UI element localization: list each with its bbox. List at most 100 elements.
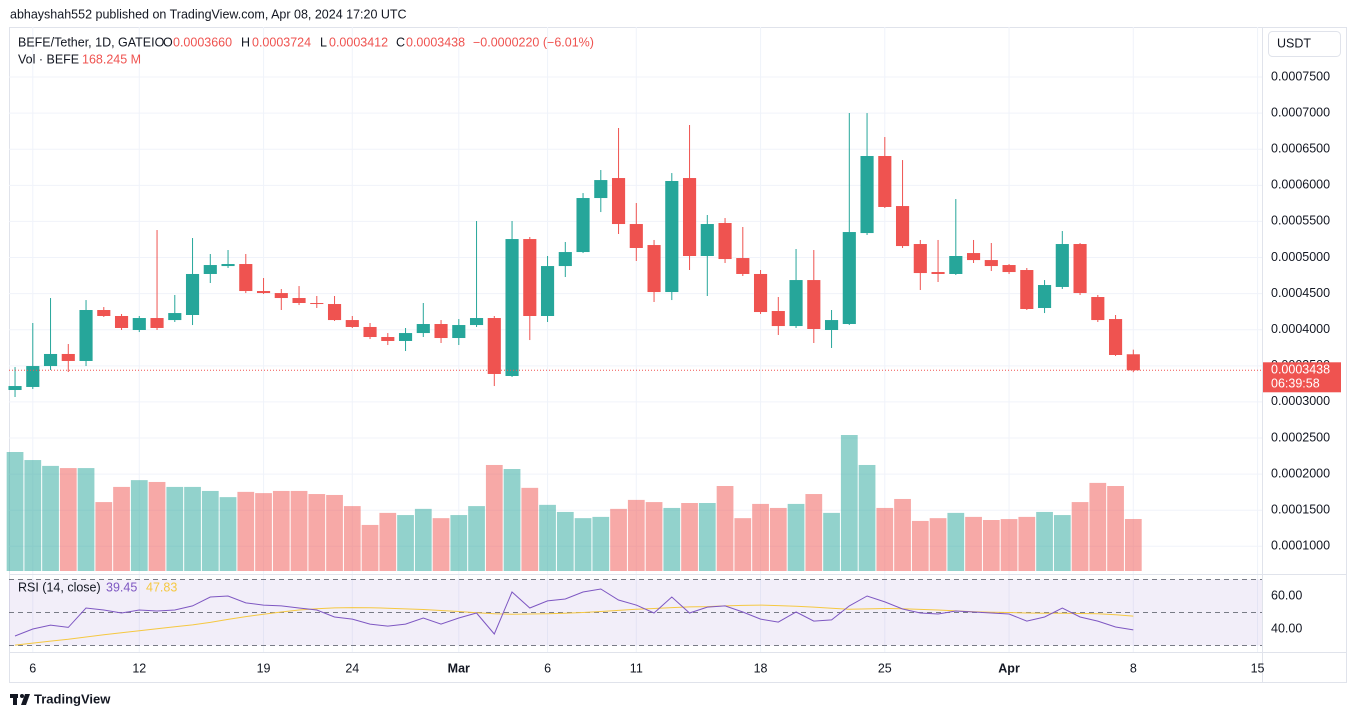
x-tick-label: 19 (257, 661, 271, 675)
candle-body (984, 260, 998, 267)
volume-bar (787, 503, 805, 571)
volume-bar (272, 490, 290, 571)
volume-bar (1071, 502, 1089, 571)
y-tick-label: 0.0004000 (1271, 322, 1330, 336)
volume-bar (911, 520, 929, 571)
volume-bar (1000, 519, 1018, 571)
volume-bar (219, 497, 237, 571)
volume-bar (840, 435, 858, 571)
currency-button[interactable] (1268, 31, 1341, 57)
y-tick-label: 0.0001500 (1271, 503, 1330, 517)
candle-body (203, 265, 217, 274)
close-value: 0.0003438 (406, 35, 465, 49)
volume-bar (184, 486, 201, 571)
candle-body (576, 198, 590, 253)
high-value: 0.0003724 (252, 35, 311, 49)
volume-bar (148, 481, 166, 571)
volume-bar (556, 511, 574, 571)
y-tick-label: 0.0002500 (1271, 430, 1330, 444)
candle-body (43, 353, 58, 367)
logo-part (21, 694, 30, 705)
x-tick-label: 11 (630, 661, 643, 675)
candle-body (753, 273, 768, 313)
ohlc-letter: L (320, 35, 327, 49)
currency-label[interactable]: USDT (1277, 36, 1311, 50)
x-tick-label: 6 (29, 661, 36, 675)
candle-body (381, 337, 395, 341)
y-tick-label: 0.0005500 (1271, 214, 1330, 228)
candle-body (487, 318, 501, 374)
candle-body (345, 320, 359, 327)
candle-body (540, 266, 555, 317)
candle-body (789, 280, 803, 327)
logo-part (20, 694, 24, 698)
candle-body (239, 264, 253, 292)
volume-bar (929, 518, 947, 571)
rsi-value: 39.45 (106, 580, 137, 594)
candle-body (434, 324, 448, 339)
volume-bar (610, 508, 627, 571)
candle-body (913, 244, 927, 274)
candle-body (363, 326, 377, 338)
candle-body (292, 298, 306, 304)
open-value: 0.0003660 (173, 35, 232, 49)
candle-body (221, 264, 235, 267)
volume-bar (450, 515, 468, 571)
candle-body (1037, 285, 1052, 308)
y-tick-label: 0.0005000 (1271, 250, 1330, 264)
volume-bar (255, 493, 272, 571)
candle-body (1055, 244, 1069, 287)
candle-body (647, 245, 661, 293)
volume-bar (237, 491, 255, 571)
volume-bar (414, 508, 432, 571)
volume-bar (876, 507, 894, 571)
volume-bar (1089, 482, 1107, 571)
volume-bar (326, 494, 343, 571)
x-tick-label: Apr (998, 661, 1020, 675)
volume-bar (805, 494, 823, 571)
candle-body (1002, 265, 1016, 273)
volume-bar (894, 498, 911, 571)
candle-body (611, 178, 626, 225)
candle-body (1126, 354, 1140, 371)
volume-bar (1124, 518, 1142, 571)
candle-body (736, 258, 750, 274)
candle-body (860, 156, 874, 234)
x-tick-label: 12 (132, 661, 146, 675)
candle-layer (8, 113, 1140, 398)
ohlc-letter: O (163, 35, 173, 49)
candle-body (185, 273, 200, 315)
candle-body (274, 293, 288, 299)
volume-bar (965, 516, 982, 571)
brand-name: TradingView (34, 691, 111, 706)
volume-bar (59, 468, 77, 571)
candle-body (931, 272, 945, 274)
volume-bar (379, 512, 397, 571)
rsi-tick-label: 40.00 (1271, 621, 1302, 635)
rsi-layer (9, 578, 1262, 647)
volume-bar (752, 503, 769, 571)
volume-bar (681, 503, 698, 571)
brand-logo (10, 694, 30, 705)
candle-body (878, 156, 892, 207)
countdown-label: 06:39:58 (1271, 377, 1320, 391)
candle-body (1073, 244, 1087, 294)
candle-body (416, 324, 430, 334)
volume-value: 168.245 M (82, 52, 141, 66)
volume-bar (823, 512, 840, 571)
volume-bar (397, 515, 414, 571)
rsi-label: RSI (14, close) (18, 580, 101, 594)
candle-body (718, 223, 732, 260)
candle-body (1091, 297, 1105, 321)
volume-bar (539, 504, 556, 571)
candle-body (558, 252, 572, 267)
volume-bar (858, 464, 876, 571)
candle-body (469, 318, 484, 326)
candle-body (327, 304, 342, 321)
volume-bar (343, 506, 361, 571)
axis-layer: 0.0001000 0.0001500 0.0002000 0.0002500 0.00… (29, 69, 1330, 675)
candle-body (824, 320, 839, 331)
candle-body (594, 180, 608, 199)
rsi-ma-line (14, 604, 1134, 646)
volume-bar (592, 516, 610, 571)
